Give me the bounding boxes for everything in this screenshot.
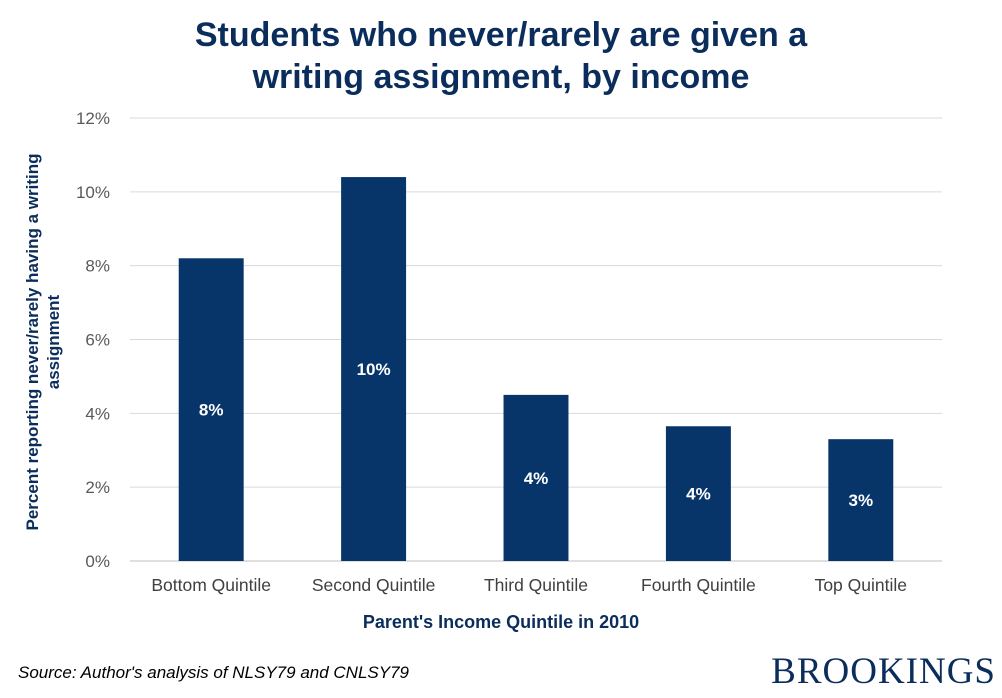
- x-tick-label: Third Quintile: [484, 575, 588, 595]
- x-axis-label: Parent's Income Quintile in 2010: [362, 612, 640, 632]
- y-tick-label: 6%: [85, 331, 110, 350]
- y-tick-label: 4%: [85, 404, 110, 423]
- bar-data-label: 4%: [686, 485, 711, 504]
- bar-data-label: 10%: [357, 360, 391, 379]
- bar: [503, 394, 569, 561]
- y-tick-label: 8%: [85, 257, 110, 276]
- chart-title-line-2: writing assignment, by income: [252, 58, 750, 96]
- bar: [178, 258, 244, 561]
- bar-data-label: 4%: [524, 469, 549, 488]
- x-tick-label: Fourth Quintile: [641, 575, 756, 595]
- chart-title: Students who never/rarely are given a wr…: [0, 14, 1002, 98]
- bar-data-label: 3%: [849, 491, 874, 510]
- source-note: Source: Author's analysis of NLSY79 and …: [18, 663, 409, 682]
- bar: [665, 426, 731, 561]
- brookings-logo: BROOKINGS: [771, 651, 996, 692]
- x-tick-label: Bottom Quintile: [151, 575, 271, 595]
- y-tick-label: 12%: [76, 109, 110, 128]
- bar: [828, 439, 894, 561]
- chart-title-line-1: Students who never/rarely are given a: [194, 16, 808, 54]
- y-tick-label: 10%: [76, 183, 110, 202]
- x-tick-label: Second Quintile: [312, 575, 436, 595]
- x-tick-label: Top Quintile: [815, 575, 907, 595]
- bar-data-label: 8%: [199, 401, 224, 420]
- y-tick-label: 0%: [85, 552, 110, 571]
- bar: [341, 177, 407, 562]
- y-tick-label: 2%: [85, 478, 110, 497]
